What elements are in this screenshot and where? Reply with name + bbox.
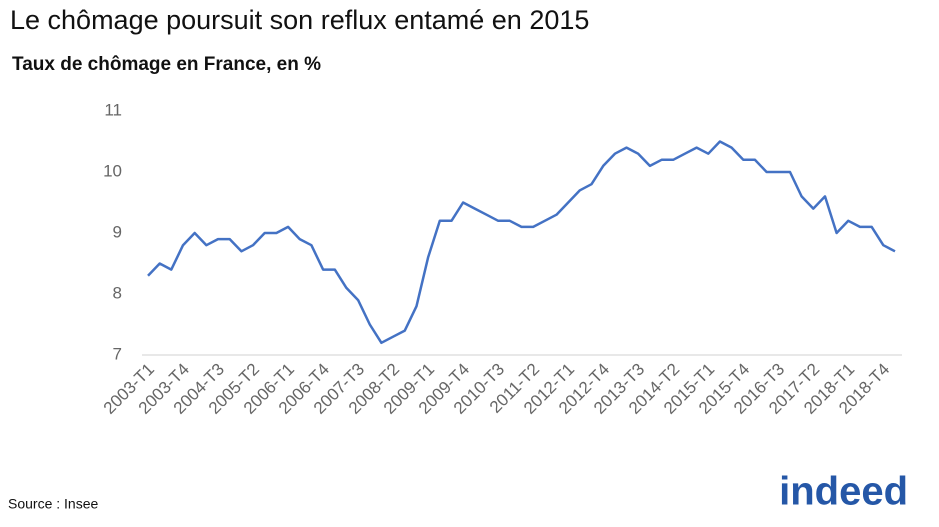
y-tick-label: 10: [103, 161, 122, 180]
y-tick-label: 9: [113, 222, 122, 241]
source: Source : Insee: [8, 496, 98, 512]
line: [147, 140, 896, 345]
logo: indeed: [779, 470, 908, 514]
chart-subtitle: Taux de chômage en France, en %: [12, 54, 321, 75]
y-tick-label: 7: [113, 344, 122, 363]
y-tick-label: 11: [104, 100, 122, 119]
chart-title: Le chômage poursuit son reflux entamé en…: [10, 5, 589, 35]
y-tick-label: 8: [113, 283, 122, 302]
